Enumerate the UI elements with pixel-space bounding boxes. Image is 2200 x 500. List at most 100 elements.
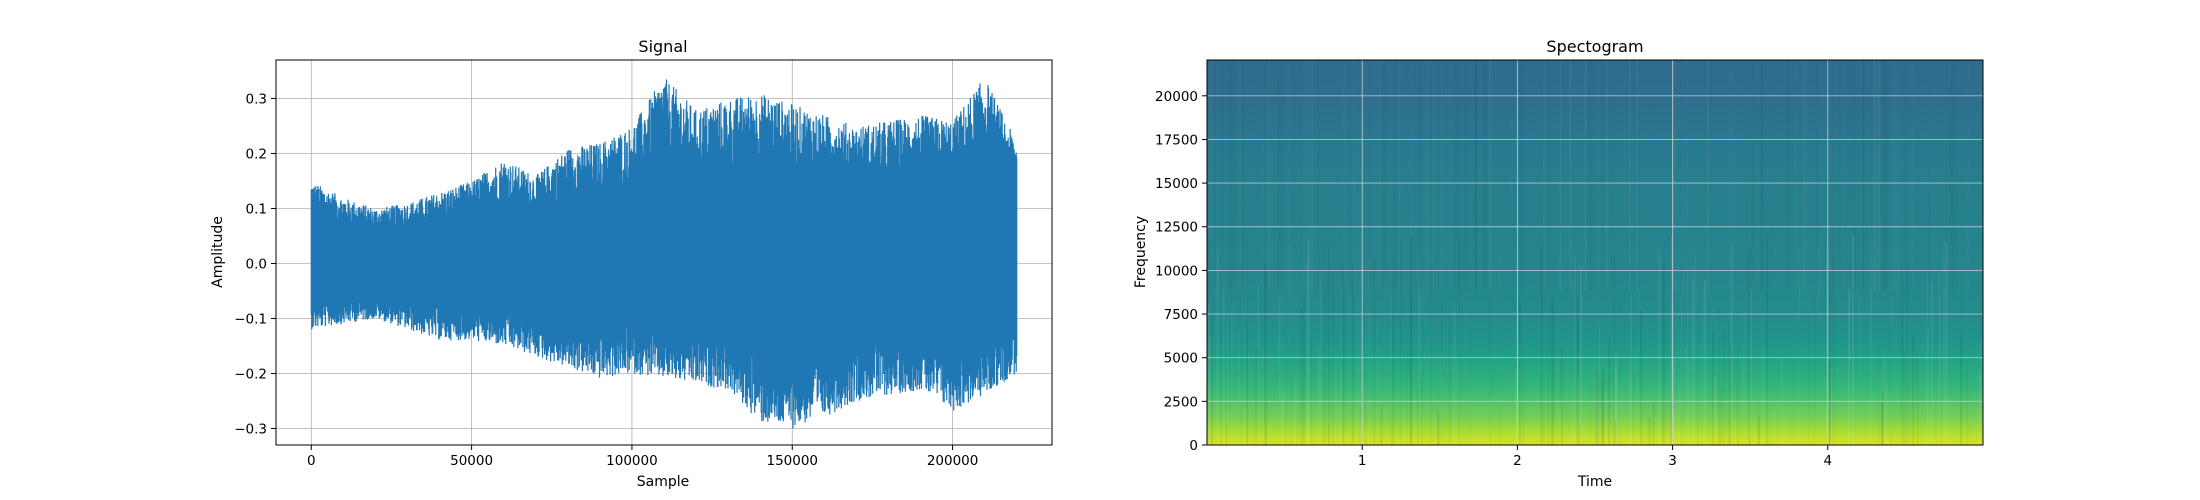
spectrogram-streak [1728, 324, 1731, 445]
spectrogram-streak [1842, 60, 1843, 291]
spectrogram-streak [1213, 425, 1214, 445]
signal-y-axis-label: Amplitude [210, 216, 226, 288]
spectrogram-streak [1761, 60, 1763, 291]
spectrogram-streak [1370, 60, 1371, 291]
spectrogram-streak [1517, 312, 1519, 445]
spectrogram-streak [1783, 415, 1785, 445]
spectrogram-streak [1246, 242, 1248, 445]
spectrogram-streak [1239, 263, 1241, 445]
spectrogram-streak [1773, 408, 1776, 445]
spectrogram-streak [1754, 417, 1757, 445]
spectrogram-streak [1437, 241, 1441, 445]
spectrogram-streak [1657, 251, 1660, 445]
spectrogram-streak [1862, 60, 1864, 291]
spectrogram-streak [1849, 406, 1851, 445]
spectrogram-streak [1942, 60, 1943, 291]
spectrogram-streak [1611, 60, 1613, 291]
spectrogram-streak [1614, 420, 1617, 445]
spectrogram-streak [1491, 397, 1493, 445]
spectrogram-streak [1823, 400, 1825, 445]
spectrogram-streak [1390, 60, 1391, 291]
spectrogram-streak [1717, 313, 1719, 445]
spectrogram-streak [1540, 410, 1541, 445]
spectrogram-streak [1620, 384, 1623, 445]
spectrogram-streak [1211, 264, 1213, 445]
spectrogram-streak [1883, 352, 1886, 445]
spectrogram-streak [1277, 60, 1278, 291]
signal-y-tick-label: −0.3 [234, 422, 267, 438]
spectrogram-streak [1595, 290, 1598, 445]
spectrogram-streak [1373, 60, 1374, 291]
spectrogram-streak [1672, 359, 1675, 445]
spectrogram-streak [1713, 375, 1717, 445]
spectrogram-streak [1861, 60, 1862, 291]
spectrogram-streak [1874, 60, 1876, 291]
spectrogram-streak [1598, 409, 1601, 445]
spectrogram-streak [1787, 60, 1789, 291]
spectrogram-streak [1398, 404, 1400, 445]
spectrogram-streak [1359, 338, 1361, 445]
spectrogram-streak [1419, 278, 1421, 445]
spectrogram-streak [1653, 60, 1654, 291]
spectrogram-streak [1406, 349, 1409, 445]
spectrogram-streak [1832, 60, 1833, 291]
spectrogram-streak [1459, 60, 1460, 291]
spectrogram-streak [1455, 60, 1456, 291]
spectrogram-streak [1708, 60, 1710, 291]
spectrogram-streak [1730, 243, 1733, 445]
spectrogram-streak [1274, 60, 1275, 291]
spectrogram-streak [1282, 389, 1285, 445]
spectrogram-streak [1365, 370, 1367, 445]
spectrogram-streak [1433, 60, 1434, 291]
spectrogram-streak [1375, 321, 1377, 445]
spectrogram-streak [1952, 60, 1954, 291]
spectrogram-y-tick-label: 15000 [1155, 176, 1198, 192]
spectrogram-streak [1300, 308, 1303, 445]
spectrogram-x-tick-label: 4 [1824, 453, 1833, 469]
spectrogram-streak [1634, 60, 1635, 291]
spectrogram-streak [1737, 344, 1739, 445]
spectrogram-x-tick-label: 1 [1358, 453, 1367, 469]
spectrogram-streak [1832, 254, 1835, 445]
spectrogram-streak [1406, 421, 1408, 445]
spectrogram-streak [1221, 60, 1222, 291]
spectrogram-streak [1411, 60, 1412, 291]
spectrogram-streak [1979, 340, 1982, 445]
spectrogram-streak [1234, 60, 1236, 291]
spectrogram-streak [1891, 296, 1893, 445]
spectrogram-streak [1382, 60, 1383, 291]
spectrogram-streak [1620, 301, 1622, 445]
spectrogram-streak [1906, 60, 1907, 291]
signal-y-tick-label: 0.3 [246, 92, 267, 108]
spectrogram-streak [1264, 263, 1267, 445]
spectrogram-streak [1499, 60, 1500, 291]
spectrogram-streak [1359, 407, 1361, 445]
spectrogram-streak [1306, 258, 1309, 445]
spectrogram-streak [1686, 269, 1688, 445]
spectrogram-streak [1912, 332, 1915, 445]
spectrogram-streak [1351, 263, 1354, 445]
spectrogram-streak [1332, 289, 1334, 445]
spectrogram-streak [1648, 416, 1651, 445]
spectrogram-streak [1340, 281, 1342, 445]
spectrogram-streak [1599, 324, 1601, 445]
spectrogram-streak [1341, 60, 1342, 291]
spectrogram-streak [1348, 265, 1350, 445]
spectrogram-streak [1703, 280, 1706, 445]
spectrogram-streak [1938, 268, 1940, 445]
spectrogram-streak [1906, 264, 1909, 445]
spectrogram-streak [1712, 331, 1714, 445]
spectrogram-streak [1419, 60, 1420, 291]
spectrogram-streak [1216, 250, 1219, 445]
spectrogram-streak [1457, 60, 1458, 291]
signal-x-tick-label: 200000 [927, 453, 979, 469]
spectrogram-streak [1854, 60, 1856, 291]
spectrogram-streak [1410, 291, 1412, 445]
spectrogram-streak [1604, 390, 1607, 445]
spectrogram-streak [1680, 60, 1681, 291]
spectrogram-streak [1391, 372, 1392, 445]
spectrogram-streak [1605, 319, 1606, 445]
spectrogram-y-tick-label: 7500 [1164, 307, 1198, 323]
spectrogram-streak [1437, 239, 1440, 445]
spectrogram-streak [1569, 60, 1571, 291]
